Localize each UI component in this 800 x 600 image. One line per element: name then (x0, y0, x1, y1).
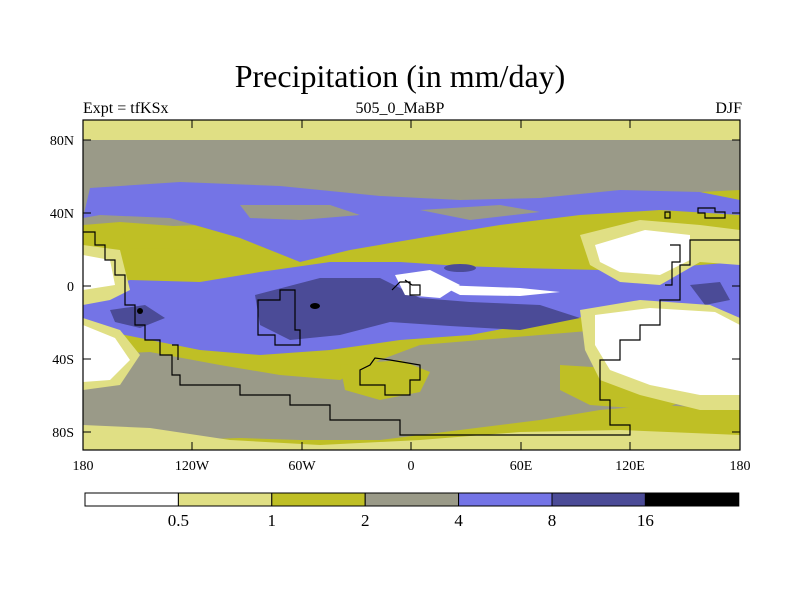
coastlines (83, 207, 740, 436)
y-tick-marks (83, 139, 740, 433)
contour-north-blue-band (83, 182, 740, 262)
contour-dry-region (83, 255, 115, 290)
contour-gray-patch (420, 205, 540, 220)
experiment-label: Expt = tfKSx (83, 100, 169, 117)
colorbar-swatch (177, 492, 273, 507)
coastline-gulf (391, 279, 421, 296)
y-tick-label: 40S (52, 353, 74, 368)
colorbar-label: 16 (637, 511, 654, 530)
coastline-east (665, 244, 681, 286)
contour-dry-region (595, 308, 740, 395)
contour-dark-patch (110, 305, 165, 328)
colorbar: 0.5 1 2 4 8 16 (84, 492, 740, 530)
x-tick-label: 180 (73, 459, 94, 474)
colorbar-swatch (458, 492, 553, 507)
coastline-island (359, 357, 421, 396)
contour-fill (83, 120, 740, 450)
contour-max-cell (137, 308, 143, 314)
colorbar-swatch (84, 492, 179, 507)
x-axis-labels: 180 120W 60W 0 60E 120E 180 (73, 459, 751, 474)
colorbar-label: 8 (548, 511, 557, 530)
y-tick-label: 80S (52, 426, 74, 441)
contour-dark-patch (444, 264, 476, 272)
contour-dry-region (440, 285, 560, 296)
colorbar-label: 1 (268, 511, 277, 530)
colorbar-swatch (644, 492, 740, 507)
colorbar-label: 2 (361, 511, 370, 530)
contour-gray-patch (240, 205, 360, 220)
x-tick-label: 120E (615, 459, 645, 474)
time-label: 505_0_MaBP (355, 100, 445, 117)
x-tick-label: 0 (408, 459, 415, 474)
colorbar-swatch (271, 492, 366, 507)
y-tick-label: 0 (67, 280, 74, 295)
coastline-islands-north (664, 207, 726, 219)
contour-tropical-dark-core (255, 278, 580, 340)
y-axis-labels: 80N 40N 0 40S 80S (50, 134, 74, 441)
x-tick-label: 180 (730, 459, 751, 474)
colorbar-swatch (364, 492, 460, 507)
coastline-fragment (172, 344, 179, 360)
coastline-west-south (83, 231, 740, 436)
y-tick-label: 80N (50, 134, 74, 149)
x-tick-label: 120W (175, 459, 210, 474)
contour-olive-patch (340, 360, 430, 400)
x-tick-marks (82, 120, 741, 450)
contour-south-light-strip (83, 425, 740, 450)
colorbar-label: 0.5 (168, 511, 189, 530)
x-tick-label: 60E (510, 459, 533, 474)
colorbar-swatch (551, 492, 646, 507)
contour-north-light-band (83, 120, 740, 140)
season-label: DJF (715, 100, 742, 117)
y-tick-label: 40N (50, 207, 74, 222)
colorbar-label: 4 (454, 511, 463, 530)
contour-dry-region (595, 230, 690, 275)
contour-max-cell (310, 303, 320, 309)
map-title: Precipitation (in mm/day) (234, 58, 566, 94)
contour-dry-region (395, 270, 460, 298)
contour-dry-region (83, 325, 130, 382)
contour-dark-patch (690, 282, 730, 305)
coastline-south-america (257, 289, 301, 346)
x-tick-label: 60W (288, 459, 316, 474)
